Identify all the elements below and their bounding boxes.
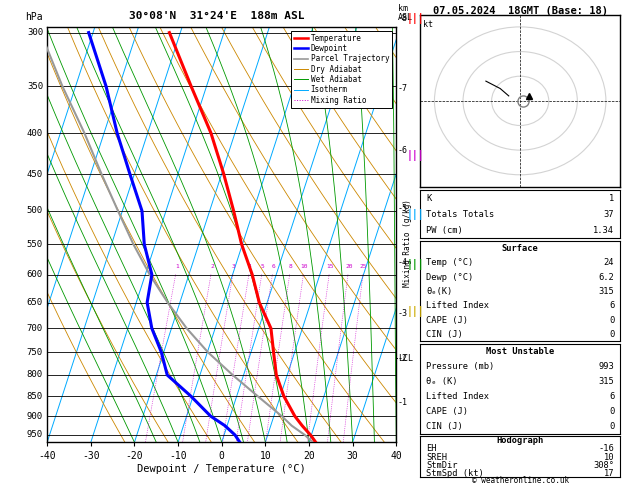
Text: -5: -5 (398, 204, 408, 213)
Text: Mixing Ratio (g/kg): Mixing Ratio (g/kg) (403, 199, 412, 287)
Text: kt: kt (423, 19, 433, 29)
Text: -8: -8 (398, 14, 408, 23)
Text: SREH: SREH (426, 452, 447, 462)
Text: Most Unstable: Most Unstable (486, 347, 554, 356)
Text: 6: 6 (609, 301, 614, 311)
Text: 950: 950 (27, 431, 43, 439)
Text: 0: 0 (609, 330, 614, 339)
Text: 650: 650 (27, 298, 43, 307)
Text: km
ASL: km ASL (398, 4, 413, 22)
Text: Lifted Index: Lifted Index (426, 392, 489, 401)
Text: Hodograph: Hodograph (496, 436, 544, 445)
Text: 6: 6 (271, 264, 275, 269)
Text: 315: 315 (598, 377, 614, 386)
Text: 1: 1 (175, 264, 179, 269)
Text: 6: 6 (609, 392, 614, 401)
Text: 300: 300 (27, 28, 43, 37)
Text: EH: EH (426, 444, 437, 453)
Text: CAPE (J): CAPE (J) (426, 316, 468, 325)
Text: 4: 4 (248, 264, 252, 269)
Text: 993: 993 (598, 363, 614, 371)
Text: StmDir: StmDir (426, 461, 458, 470)
Text: 20: 20 (345, 264, 352, 269)
Legend: Temperature, Dewpoint, Parcel Trajectory, Dry Adiabat, Wet Adiabat, Isotherm, Mi: Temperature, Dewpoint, Parcel Trajectory… (291, 31, 392, 108)
Text: 10: 10 (301, 264, 308, 269)
X-axis label: Dewpoint / Temperature (°C): Dewpoint / Temperature (°C) (137, 464, 306, 474)
Text: 3: 3 (232, 264, 236, 269)
Text: Dewp (°C): Dewp (°C) (426, 273, 474, 282)
Text: 700: 700 (27, 324, 43, 333)
Text: 500: 500 (27, 207, 43, 215)
Text: 30°08'N  31°24'E  188m ASL: 30°08'N 31°24'E 188m ASL (129, 11, 305, 21)
Text: 37: 37 (604, 210, 614, 219)
Text: PW (cm): PW (cm) (426, 226, 463, 235)
Text: θₑ(K): θₑ(K) (426, 287, 452, 296)
Text: 17: 17 (604, 469, 614, 478)
Text: K: K (426, 194, 431, 203)
Text: -6: -6 (398, 146, 408, 156)
Text: 10: 10 (604, 452, 614, 462)
Text: Surface: Surface (502, 244, 538, 253)
Text: 350: 350 (27, 82, 43, 91)
Text: 15: 15 (326, 264, 333, 269)
Text: 850: 850 (27, 392, 43, 400)
Text: 24: 24 (604, 259, 614, 267)
Text: 6.2: 6.2 (598, 273, 614, 282)
Text: -2: -2 (398, 354, 408, 363)
Text: 0: 0 (609, 316, 614, 325)
Text: 750: 750 (27, 348, 43, 357)
Text: 0: 0 (609, 422, 614, 431)
Text: 600: 600 (27, 270, 43, 279)
Text: 1: 1 (609, 194, 614, 203)
Text: -7: -7 (398, 84, 408, 93)
Text: -1: -1 (398, 398, 408, 407)
Text: 550: 550 (27, 240, 43, 249)
Text: -3: -3 (398, 309, 408, 317)
Text: |||: ||| (406, 13, 424, 24)
Text: Totals Totals: Totals Totals (426, 210, 494, 219)
Text: StmSpd (kt): StmSpd (kt) (426, 469, 484, 478)
Text: Temp (°C): Temp (°C) (426, 259, 474, 267)
Text: © weatheronline.co.uk: © weatheronline.co.uk (472, 475, 569, 485)
Text: 450: 450 (27, 170, 43, 179)
Text: Pressure (mb): Pressure (mb) (426, 363, 494, 371)
Text: 308°: 308° (593, 461, 614, 470)
Text: -4: -4 (398, 258, 408, 267)
Text: CAPE (J): CAPE (J) (426, 407, 468, 417)
Text: LCL: LCL (398, 354, 413, 363)
Text: 2: 2 (210, 264, 214, 269)
Text: 8: 8 (289, 264, 292, 269)
Text: hPa: hPa (25, 12, 43, 22)
Text: 25: 25 (360, 264, 367, 269)
Text: θₑ (K): θₑ (K) (426, 377, 458, 386)
Text: 0: 0 (609, 407, 614, 417)
Text: |||: ||| (406, 150, 424, 161)
Text: -16: -16 (598, 444, 614, 453)
Text: Lifted Index: Lifted Index (426, 301, 489, 311)
Text: |||: ||| (406, 260, 424, 270)
Text: 1.34: 1.34 (593, 226, 614, 235)
Text: CIN (J): CIN (J) (426, 422, 463, 431)
Text: CIN (J): CIN (J) (426, 330, 463, 339)
Text: |||: ||| (406, 209, 424, 220)
Text: 400: 400 (27, 128, 43, 138)
Text: |||: ||| (406, 306, 424, 316)
Text: 07.05.2024  18GMT (Base: 18): 07.05.2024 18GMT (Base: 18) (433, 6, 608, 16)
Text: 315: 315 (598, 287, 614, 296)
Text: 800: 800 (27, 370, 43, 380)
Text: 900: 900 (27, 412, 43, 420)
Text: 5: 5 (261, 264, 265, 269)
